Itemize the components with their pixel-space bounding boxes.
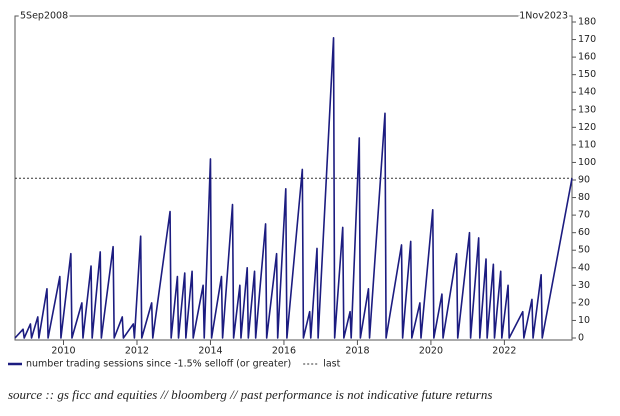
x-tick-label: 2014 — [198, 346, 222, 357]
y-tick-label: 100 — [578, 157, 596, 168]
x-tick-label: 2020 — [419, 346, 443, 357]
y-tick-label: 30 — [578, 280, 590, 291]
x-tick-label: 2012 — [125, 346, 149, 357]
y-tick-label: 110 — [578, 139, 596, 150]
y-tick-label: 170 — [578, 34, 596, 45]
y-tick-label: 40 — [578, 262, 590, 273]
y-tick-label: 10 — [578, 315, 590, 326]
y-tick-label: 140 — [578, 87, 596, 98]
y-tick-label: 120 — [578, 122, 596, 133]
y-tick-label: 50 — [578, 245, 590, 256]
legend-label: last — [323, 359, 340, 370]
x-tick-label: 2022 — [492, 346, 516, 357]
end-date-label: 1Nov2023 — [519, 11, 568, 22]
start-date-label: 5Sep2008 — [20, 11, 68, 22]
source-note: source :: gs ficc and equities // bloomb… — [8, 387, 492, 402]
y-tick-label: 70 — [578, 210, 590, 221]
x-tick-label: 2016 — [272, 346, 296, 357]
y-tick-label: 80 — [578, 192, 590, 203]
y-tick-label: 20 — [578, 297, 590, 308]
y-tick-label: 130 — [578, 104, 596, 115]
y-tick-label: 150 — [578, 69, 596, 80]
legend-label: number trading sessions since -1.5% sell… — [26, 359, 291, 370]
y-tick-label: 60 — [578, 227, 590, 238]
series-line — [14, 37, 573, 339]
x-tick-label: 2018 — [345, 346, 369, 357]
y-tick-label: 90 — [578, 175, 590, 186]
y-tick-label: 160 — [578, 52, 596, 63]
x-tick-label: 2010 — [51, 346, 75, 357]
y-tick-label: 180 — [578, 17, 596, 28]
y-tick-label: 0 — [578, 333, 584, 344]
